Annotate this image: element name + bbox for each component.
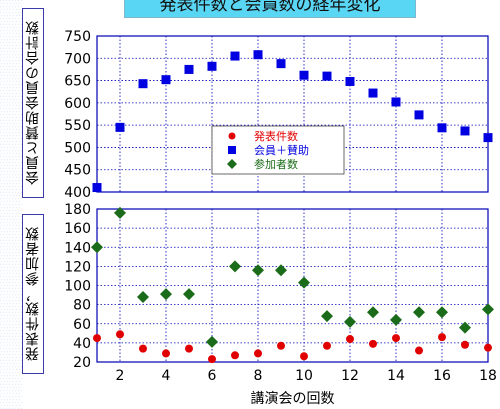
y-tick-label: 550: [64, 118, 91, 134]
point-circle: [461, 340, 469, 349]
point-square: [253, 50, 263, 60]
x-tick-label: 8: [254, 368, 263, 384]
point-square: [483, 133, 493, 143]
point-circle: [162, 349, 170, 358]
plot-frame-1: [96, 208, 489, 363]
legend-label: 参加者数: [254, 157, 298, 171]
y-tick-label: 120: [64, 259, 91, 275]
point-diamond: [413, 306, 425, 319]
y-tick-label: 40: [73, 336, 91, 352]
y-tick-label: 700: [64, 51, 91, 67]
y-tick-label: 500: [64, 140, 91, 156]
legend-marker-square: [228, 146, 236, 154]
point-circle: [93, 334, 101, 343]
point-diamond: [298, 276, 310, 289]
point-diamond: [367, 306, 379, 319]
point-diamond: [137, 290, 149, 303]
point-diamond: [459, 321, 471, 334]
point-square: [460, 126, 470, 136]
point-circle: [484, 343, 492, 352]
x-tick-label: 2: [116, 368, 125, 384]
point-circle: [438, 333, 446, 342]
y-tick-label: 100: [64, 279, 91, 295]
point-circle: [392, 334, 400, 343]
point-circle: [300, 352, 308, 361]
point-circle: [139, 344, 147, 353]
y-tick-label: 80: [73, 298, 91, 314]
point-diamond: [114, 206, 126, 219]
legend-marker-circle: [228, 132, 236, 140]
x-tick-label: 14: [387, 368, 405, 384]
point-square: [414, 110, 424, 120]
x-tick-label: 4: [162, 368, 171, 384]
point-circle: [231, 351, 239, 360]
x-tick-label: 18: [479, 368, 497, 384]
y-tick-label: 20: [73, 355, 91, 371]
point-square: [115, 122, 125, 132]
point-square: [345, 76, 355, 86]
point-diamond: [321, 310, 333, 323]
x-tick-label: 6: [208, 368, 217, 384]
point-diamond: [252, 264, 264, 277]
point-square: [391, 97, 401, 107]
point-diamond: [183, 288, 195, 301]
x-axis-label: 講演会の回数: [251, 391, 335, 407]
point-circle: [185, 344, 193, 353]
y-tick-label: 600: [64, 96, 91, 112]
x-tick-label: 12: [341, 368, 359, 384]
point-diamond: [482, 303, 494, 316]
point-square: [184, 64, 194, 74]
point-square: [161, 75, 171, 85]
point-square: [368, 88, 378, 98]
point-square: [138, 79, 148, 89]
point-diamond: [344, 315, 356, 328]
point-diamond: [275, 264, 287, 277]
y-tick-label: 160: [64, 221, 91, 237]
legend-marker-diamond: [227, 159, 237, 169]
y-tick-label: 450: [64, 163, 91, 179]
point-diamond: [91, 241, 103, 254]
y-tick-label: 650: [64, 74, 91, 90]
y-tick-label: 60: [73, 317, 91, 333]
x-tick-label: 10: [295, 368, 313, 384]
point-diamond: [160, 288, 172, 301]
point-diamond: [229, 260, 241, 273]
point-circle: [277, 341, 285, 350]
point-diamond: [390, 313, 402, 326]
point-circle: [208, 355, 216, 364]
point-circle: [346, 335, 354, 344]
point-square: [230, 51, 240, 61]
point-circle: [116, 330, 124, 339]
point-circle: [254, 349, 262, 358]
point-circle: [323, 341, 331, 350]
y-tick-label: 400: [64, 185, 91, 201]
point-square: [207, 61, 217, 71]
point-square: [276, 59, 286, 69]
point-square: [299, 70, 309, 80]
y-tick-label: 140: [64, 240, 91, 256]
decorative-strip: [0, 0, 22, 409]
point-square: [92, 183, 102, 193]
point-circle: [415, 346, 423, 355]
x-tick-label: 16: [433, 368, 451, 384]
point-diamond: [436, 306, 448, 319]
legend-label: 発表件数: [254, 129, 298, 143]
legend-label: 会員＋賛助: [254, 143, 309, 157]
point-diamond: [206, 335, 218, 348]
point-square: [322, 71, 332, 81]
point-circle: [369, 339, 377, 348]
point-square: [437, 123, 447, 133]
chart-title: 発表件数と会員数の経年変化: [124, 0, 416, 18]
y-tick-label: 180: [64, 202, 91, 218]
y-tick-label: 750: [64, 29, 91, 45]
